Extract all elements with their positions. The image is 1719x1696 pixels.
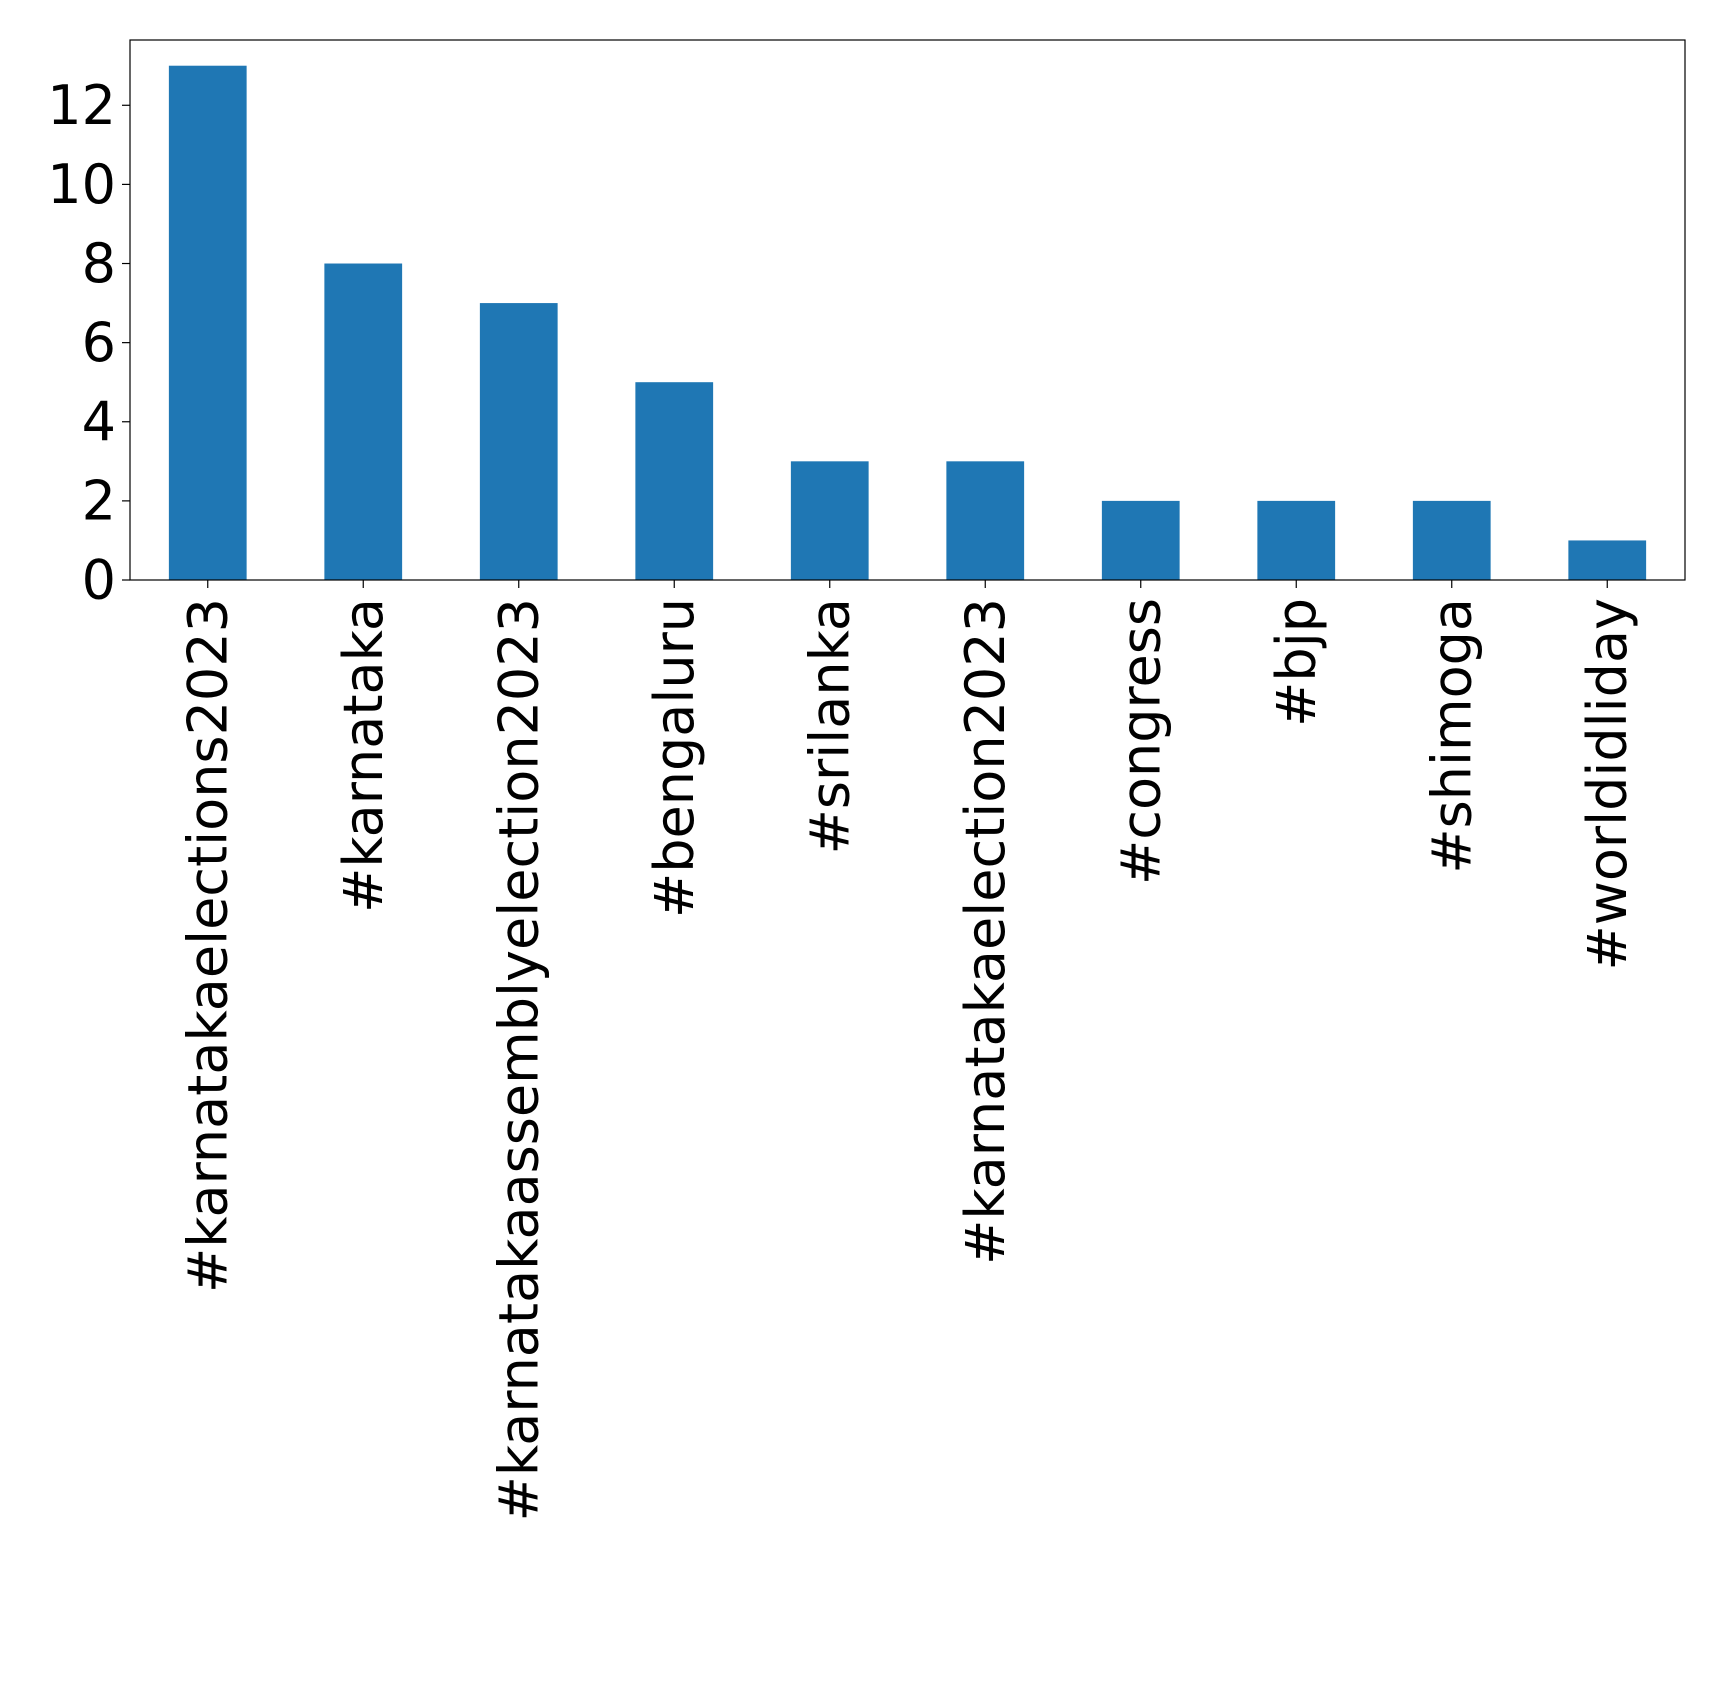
bar-congress <box>1101 500 1180 580</box>
x-axis: #karnatakaelections2023 #karnataka #karnat… <box>176 580 1639 1521</box>
x-tick-label-karnatakaassemblyelection2023: #karnatakaassemblyelection2023 <box>487 598 550 1521</box>
y-tick-label-2: 2 <box>82 469 116 532</box>
bar-worldidliday <box>1568 540 1647 580</box>
bar-shimoga <box>1412 500 1491 580</box>
x-tick-label-karnataka: #karnataka <box>332 598 395 913</box>
x-tick-label-shimoga: #shimoga <box>1420 598 1483 874</box>
plot-frame <box>129 39 1686 581</box>
x-tick-label-bengaluru: #bengaluru <box>643 598 706 918</box>
bar-karnatakaelection2023 <box>946 461 1025 580</box>
bar-karnatakaassemblyelection2023 <box>479 303 558 580</box>
bar-karnatakaelections2023 <box>168 65 247 580</box>
bar-bengaluru <box>635 382 714 580</box>
x-tick-label-karnatakaelections2023: #karnatakaelections2023 <box>176 598 239 1293</box>
y-axis: 0 2 4 6 8 10 12 <box>47 74 130 612</box>
y-tick-label-10: 10 <box>47 153 116 216</box>
x-tick-label-congress: #congress <box>1109 598 1172 885</box>
x-tick-label-worldidliday: #worldidliday <box>1576 598 1639 971</box>
y-tick-label-4: 4 <box>82 390 116 453</box>
x-tick-label-bjp: #bjp <box>1265 598 1328 727</box>
y-tick-label-12: 12 <box>47 74 116 137</box>
x-tick-label-karnatakaelection2023: #karnatakaelection2023 <box>954 598 1017 1265</box>
bars-group <box>168 65 1647 580</box>
x-tick-label-srilanka: #srilanka <box>798 598 861 854</box>
y-tick-label-6: 6 <box>82 311 116 374</box>
y-tick-label-0: 0 <box>82 549 116 612</box>
bar-karnataka <box>324 263 403 580</box>
y-tick-label-8: 8 <box>82 232 116 295</box>
bar-srilanka <box>790 461 869 580</box>
bar-bjp <box>1257 500 1336 580</box>
